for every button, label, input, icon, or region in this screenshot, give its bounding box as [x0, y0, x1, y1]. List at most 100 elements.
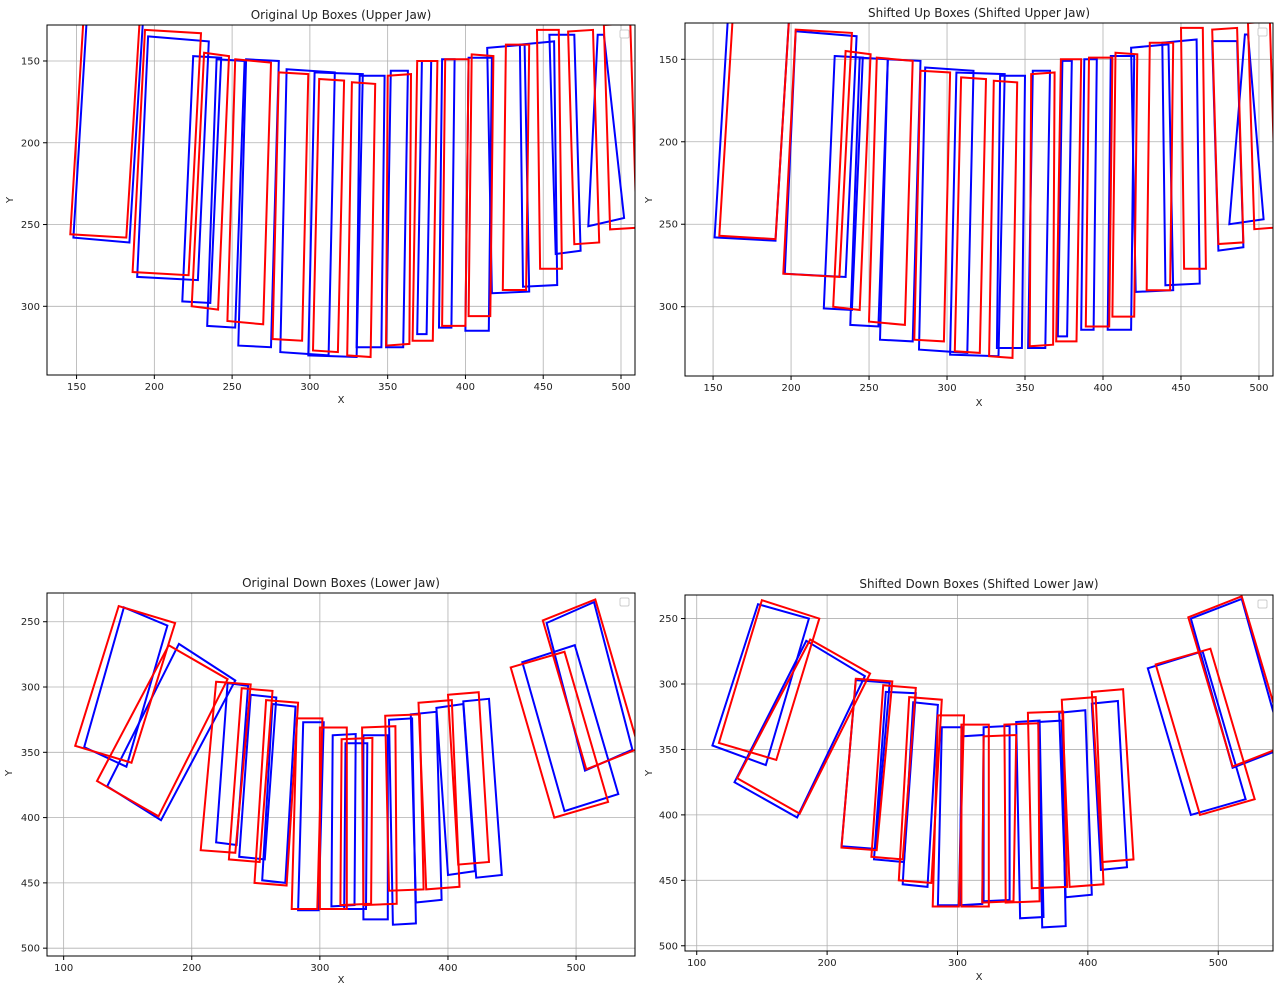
chart-original-up: Original Up Boxes (Upper Jaw) 150 200 250 3…: [5, 8, 636, 406]
shifted-box: [446, 691, 491, 866]
shifted-box: [199, 680, 252, 854]
plot-frame: [684, 22, 1274, 377]
original-box: [462, 697, 503, 879]
shifted-box: [226, 58, 273, 326]
x-tick-label: 200: [782, 383, 801, 394]
y-tick-label: 500: [659, 941, 678, 952]
plot-frame: [46, 24, 636, 376]
shifted-box: [467, 53, 495, 318]
y-axis-label: Y: [4, 769, 15, 777]
shifted-box: [318, 726, 348, 910]
shifted-box: [385, 73, 413, 347]
shifted-box: [1003, 722, 1041, 904]
x-tick-label: 300: [300, 382, 319, 393]
shifted-box: [1111, 51, 1139, 318]
shifted-box: [1028, 71, 1056, 348]
original-box: [518, 40, 559, 288]
x-tick-label: 450: [534, 382, 553, 393]
x-tick-label: 150: [67, 382, 86, 393]
x-tick-label: 500: [611, 382, 630, 393]
original-box: [711, 602, 811, 767]
x-tick-label: 400: [1078, 958, 1097, 969]
original-box: [548, 33, 582, 256]
x-tick-label: 400: [1093, 383, 1112, 394]
y-tick-label: 300: [21, 302, 40, 313]
y-tick-label: 300: [659, 680, 678, 691]
x-tick-label: 350: [378, 382, 397, 393]
y-tick-label: 350: [21, 748, 40, 759]
shifted-box: [832, 49, 872, 312]
y-tick-label: 150: [659, 55, 678, 66]
shifted-box: [290, 717, 324, 910]
original-box: [437, 58, 456, 329]
x-tick-label: 500: [1249, 383, 1268, 394]
legend-box: [1257, 599, 1268, 609]
shifted-box: [782, 28, 853, 279]
y-tick-label: 200: [21, 138, 40, 149]
shifted-box: [913, 69, 952, 343]
x-tick-label: 450: [1171, 383, 1190, 394]
y-tick-label: 400: [659, 810, 678, 821]
x-tick-label: 500: [1209, 958, 1228, 969]
x-tick-label: 400: [456, 382, 475, 393]
plot-frame: [684, 594, 1274, 952]
x-tick-label: 250: [223, 382, 242, 393]
shifted-box: [384, 713, 425, 892]
shifted-box: [69, 25, 141, 239]
x-tick-label: 500: [567, 963, 586, 974]
y-tick-label: 250: [659, 614, 678, 625]
original-box: [1058, 709, 1093, 899]
shifted-box: [541, 598, 635, 771]
legend-box: [619, 597, 630, 607]
shifted-box: [1060, 696, 1105, 888]
original-box: [1146, 650, 1247, 817]
x-tick-label: 200: [145, 382, 164, 393]
original-box: [105, 642, 237, 822]
x-tick-label: 200: [182, 963, 201, 974]
shifted-box: [988, 79, 1019, 359]
x-axis-label: X: [976, 398, 983, 409]
shifted-box: [190, 51, 231, 311]
original-box: [237, 58, 280, 349]
chart-title: Shifted Up Boxes (Shifted Upper Jaw): [868, 6, 1090, 20]
plot-group: 150 200 250 300 350 400 450 500 150 200 250 300: [659, 22, 1274, 394]
shifted-box: [417, 699, 461, 891]
chart-title: Shifted Down Boxes (Shifted Lower Jaw): [859, 577, 1098, 591]
shifted-box: [311, 77, 346, 354]
legend-box: [619, 29, 630, 39]
shifted-box: [1246, 23, 1273, 231]
shifted-box: [897, 696, 943, 884]
original-box: [733, 639, 867, 819]
y-tick-label: 450: [21, 878, 40, 889]
y-tick-label: 250: [21, 220, 40, 231]
chart-shifted-up: Shifted Up Boxes (Shifted Upper Jaw) 150…: [644, 6, 1274, 409]
original-box: [587, 33, 626, 228]
shifted-box: [953, 76, 988, 354]
shifted-box: [567, 28, 601, 246]
y-tick-label: 350: [659, 745, 678, 756]
original-box: [521, 643, 620, 813]
original-box: [783, 30, 858, 279]
original-box: [1015, 719, 1045, 920]
y-axis-label: Y: [644, 196, 655, 204]
shifted-box: [718, 23, 790, 241]
original-box: [1056, 59, 1073, 338]
x-tick-label: 150: [704, 383, 723, 394]
shifted-box: [1055, 58, 1083, 343]
shifted-box: [870, 684, 917, 861]
x-tick-label: 300: [948, 958, 967, 969]
y-tick-label: 200: [659, 137, 678, 148]
legend-box: [1257, 27, 1268, 37]
x-tick-label: 300: [937, 383, 956, 394]
shifted-box: [227, 687, 274, 864]
original-box: [486, 43, 531, 295]
shifted-box: [960, 723, 990, 908]
x-tick-label: 400: [438, 963, 457, 974]
shifted-box: [1211, 26, 1245, 246]
shifted-box: [840, 677, 894, 852]
original-box: [416, 60, 433, 336]
y-tick-label: 250: [659, 220, 678, 231]
original-box: [1161, 38, 1201, 287]
shifted-box: [411, 60, 439, 342]
shifted-box: [361, 725, 398, 907]
